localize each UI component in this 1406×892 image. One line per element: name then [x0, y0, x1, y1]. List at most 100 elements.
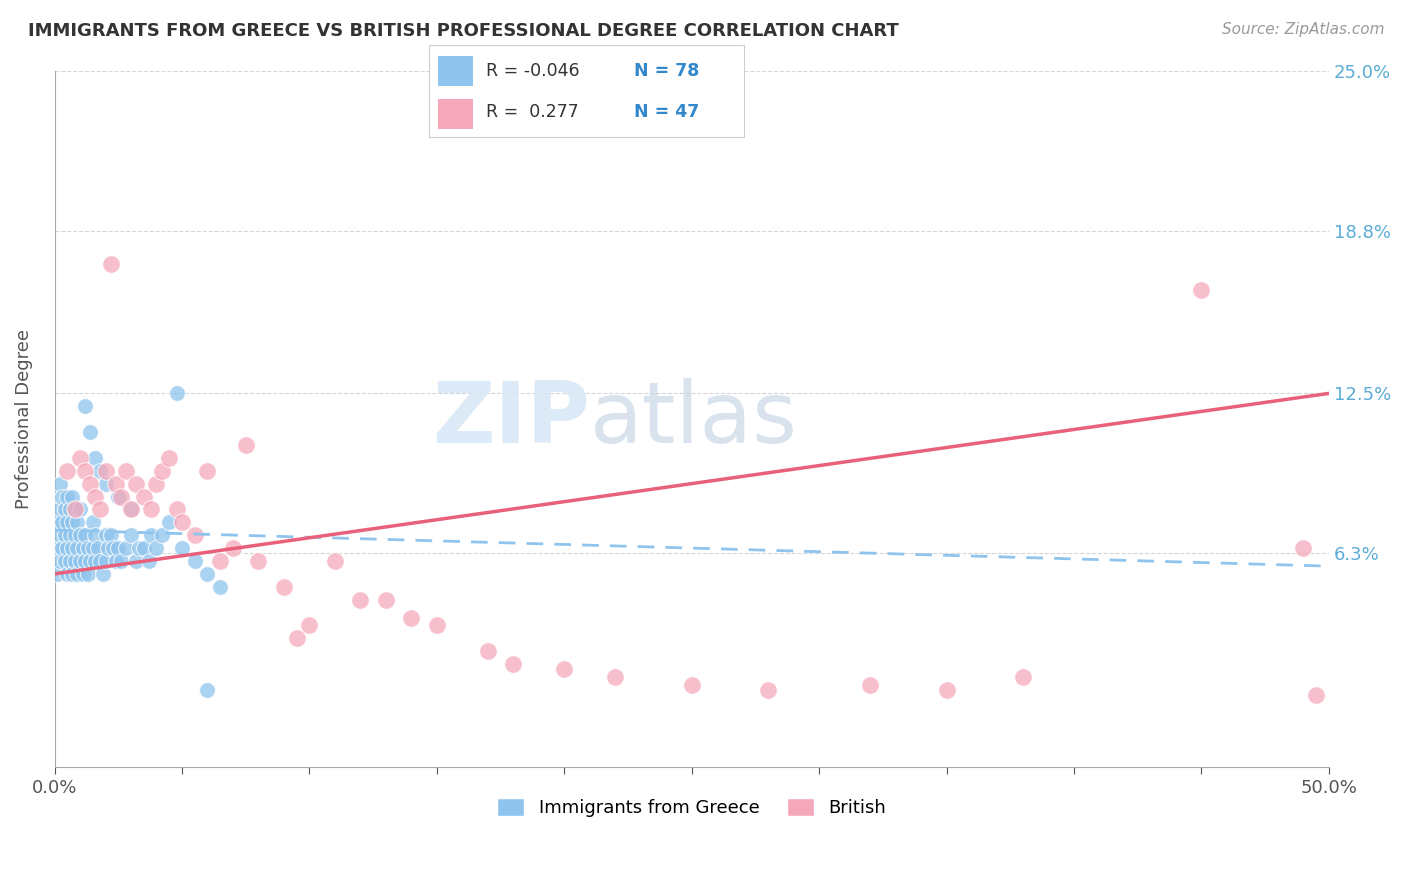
Point [82, 541, 104, 555]
Point [349, 592, 371, 607]
Point [125, 554, 148, 568]
Point [1292, 541, 1315, 555]
Point [502, 657, 524, 672]
Point [209, 580, 232, 594]
Point [110, 490, 132, 504]
Point [681, 678, 703, 692]
Point [104, 554, 127, 568]
Point [145, 476, 167, 491]
Point [323, 554, 346, 568]
Point [235, 438, 257, 452]
Text: IMMIGRANTS FROM GREECE VS BRITISH PROFESSIONAL DEGREE CORRELATION CHART: IMMIGRANTS FROM GREECE VS BRITISH PROFES… [28, 22, 898, 40]
Point [59, 502, 82, 516]
Point [46, 516, 69, 530]
Point [69, 502, 91, 516]
Point [53, 554, 76, 568]
Point [75, 554, 97, 568]
Point [84, 554, 107, 568]
Point [157, 450, 180, 465]
Y-axis label: Professional Degree: Professional Degree [15, 329, 32, 509]
Point [59, 554, 82, 568]
Point [100, 257, 122, 271]
Point [60, 566, 83, 581]
Point [100, 528, 122, 542]
Point [197, 464, 219, 478]
Point [56, 490, 79, 504]
Point [125, 476, 148, 491]
Point [94, 528, 117, 542]
Point [374, 592, 396, 607]
Point [51, 490, 73, 504]
Point [75, 528, 97, 542]
Point [48, 528, 70, 542]
Point [75, 464, 97, 478]
Point [138, 554, 160, 568]
Point [51, 516, 73, 530]
Point [63, 528, 86, 542]
Point [53, 502, 76, 516]
Point [79, 554, 101, 568]
Text: atlas: atlas [589, 377, 797, 460]
Point [94, 554, 117, 568]
Point [101, 541, 124, 555]
Point [89, 502, 111, 516]
Point [935, 682, 957, 697]
Point [69, 528, 91, 542]
Text: N = 78: N = 78 [634, 62, 700, 79]
Point [53, 528, 76, 542]
Point [170, 541, 193, 555]
Point [66, 566, 89, 581]
Point [82, 516, 104, 530]
Point [183, 528, 205, 542]
Point [60, 516, 83, 530]
Point [141, 502, 163, 516]
Point [79, 425, 101, 439]
Point [60, 490, 83, 504]
Point [56, 464, 79, 478]
Point [107, 541, 129, 555]
Point [132, 490, 155, 504]
Point [104, 476, 127, 491]
Point [273, 580, 295, 594]
Text: ZIP: ZIP [432, 377, 589, 460]
Point [605, 670, 627, 684]
Point [1305, 688, 1327, 702]
Text: Source: ZipAtlas.com: Source: ZipAtlas.com [1222, 22, 1385, 37]
Point [132, 541, 155, 555]
Point [76, 541, 98, 555]
Point [157, 516, 180, 530]
Point [166, 502, 188, 516]
Text: R =  0.277: R = 0.277 [486, 103, 578, 121]
Point [56, 566, 79, 581]
Point [120, 502, 142, 516]
Point [115, 541, 138, 555]
Point [120, 528, 142, 542]
Point [247, 554, 270, 568]
Point [401, 610, 423, 624]
Point [63, 554, 86, 568]
Point [120, 502, 142, 516]
Point [75, 399, 97, 413]
Point [1191, 283, 1213, 297]
Point [87, 541, 110, 555]
Point [66, 541, 89, 555]
Point [69, 554, 91, 568]
Point [426, 618, 449, 632]
Point [91, 566, 114, 581]
Point [60, 541, 83, 555]
Text: R = -0.046: R = -0.046 [486, 62, 579, 79]
Point [222, 541, 245, 555]
Point [150, 464, 173, 478]
Point [72, 541, 94, 555]
FancyBboxPatch shape [439, 56, 472, 86]
Point [51, 541, 73, 555]
Point [859, 678, 882, 692]
Legend: Immigrants from Greece, British: Immigrants from Greece, British [491, 790, 893, 824]
Point [66, 516, 89, 530]
Point [63, 502, 86, 516]
Point [56, 541, 79, 555]
Point [115, 464, 138, 478]
Point [110, 554, 132, 568]
Point [170, 516, 193, 530]
Point [48, 554, 70, 568]
